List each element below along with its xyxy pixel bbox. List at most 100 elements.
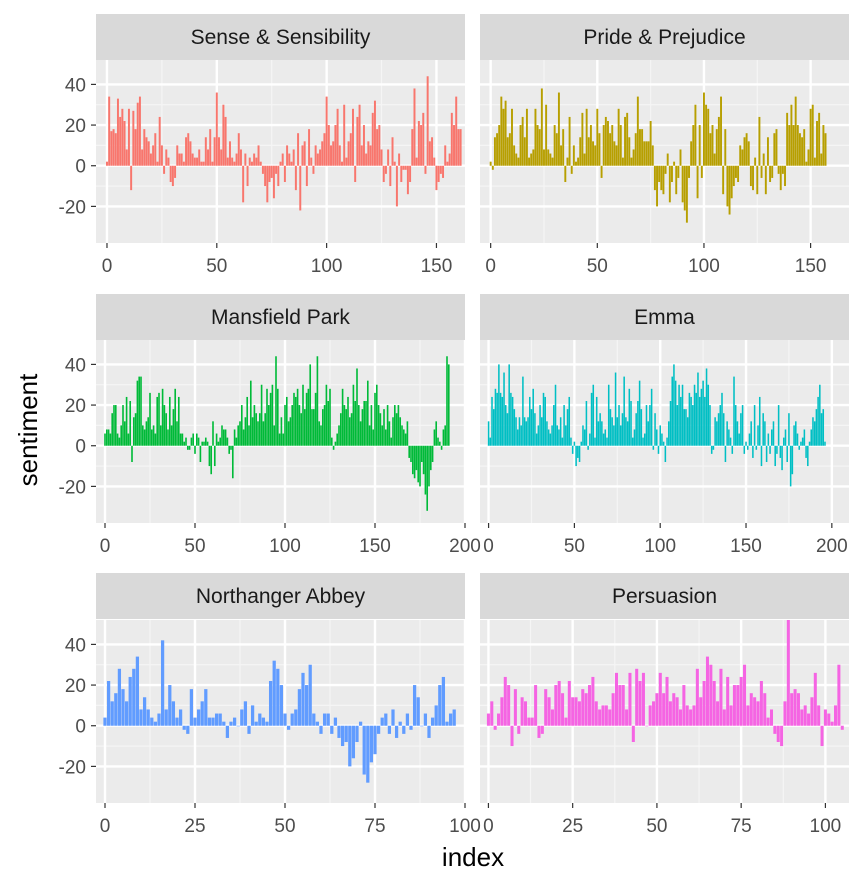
bar — [602, 125, 605, 166]
bar — [165, 413, 168, 446]
bar — [784, 165, 786, 187]
bar — [222, 429, 225, 446]
x-tick-label: 150 — [795, 256, 827, 277]
bar — [642, 437, 644, 446]
bar — [311, 409, 313, 446]
bar — [248, 157, 251, 166]
bar — [308, 129, 311, 166]
bar — [749, 693, 753, 726]
bar — [286, 725, 291, 730]
bar — [341, 161, 343, 166]
bar — [817, 396, 819, 446]
bar — [202, 161, 205, 166]
bar — [365, 401, 367, 446]
bar — [416, 697, 420, 726]
bar — [568, 116, 571, 166]
bar — [235, 437, 238, 446]
bar — [812, 417, 814, 446]
bar — [351, 108, 354, 166]
bar — [739, 145, 742, 166]
bar — [424, 165, 427, 174]
bar — [695, 392, 698, 446]
bar — [110, 131, 113, 166]
bar — [206, 441, 209, 446]
bar — [769, 709, 774, 726]
bar — [765, 445, 768, 462]
bar — [527, 417, 529, 446]
bar — [359, 421, 362, 446]
bar — [293, 392, 295, 446]
bar — [240, 405, 243, 446]
bar — [641, 129, 644, 166]
bar — [195, 433, 198, 446]
bar — [577, 157, 580, 166]
bar — [604, 116, 607, 166]
bar — [343, 405, 346, 446]
bar — [279, 161, 282, 166]
bar — [746, 705, 750, 726]
bar — [487, 421, 490, 446]
bar — [383, 409, 385, 446]
bar — [758, 396, 761, 446]
bar — [453, 125, 456, 166]
bar — [271, 384, 274, 446]
bar — [161, 388, 164, 446]
bar — [384, 165, 387, 174]
bar — [551, 157, 554, 166]
bar — [685, 165, 688, 223]
bar — [528, 157, 531, 166]
bar — [762, 413, 764, 446]
bar — [540, 725, 544, 734]
bar — [194, 445, 196, 454]
bar — [759, 681, 763, 726]
bar — [510, 392, 512, 446]
bar — [240, 709, 244, 726]
bar — [167, 429, 169, 446]
bar — [565, 425, 567, 446]
bar — [316, 356, 319, 446]
bar — [656, 165, 658, 207]
bar — [285, 396, 288, 446]
facet-panel: Northanger Abbey 0 25 50 75 100 -20 0 20 40 — [59, 573, 481, 837]
bar — [602, 433, 605, 446]
bar — [110, 701, 114, 726]
bar — [515, 153, 518, 166]
bar — [660, 165, 663, 191]
bar — [794, 96, 797, 166]
bar — [355, 725, 359, 742]
x-tick-label: 25 — [184, 816, 205, 837]
bar — [423, 713, 428, 726]
bar — [666, 153, 669, 166]
bar — [183, 441, 186, 446]
x-axis-title: index — [442, 842, 504, 872]
bar — [626, 421, 629, 446]
bar — [336, 433, 339, 446]
bar — [715, 129, 718, 166]
bar — [489, 437, 492, 446]
bar — [369, 145, 372, 166]
bar — [452, 709, 456, 726]
bar — [294, 709, 298, 726]
bar — [109, 433, 112, 446]
bar — [553, 125, 556, 166]
bar — [546, 421, 548, 446]
bar — [611, 693, 615, 726]
bar — [770, 429, 773, 446]
bar — [574, 697, 578, 726]
bar — [543, 149, 545, 166]
bar — [319, 725, 323, 734]
bar — [231, 157, 234, 166]
bar — [673, 161, 676, 166]
x-tick-label: 50 — [206, 256, 227, 277]
bar — [601, 705, 605, 726]
bar — [611, 417, 613, 446]
bar — [152, 425, 155, 446]
bar — [500, 697, 504, 726]
bar — [680, 396, 682, 446]
x-tick-label: 0 — [100, 816, 111, 837]
bar — [635, 413, 637, 446]
bar — [409, 725, 413, 730]
bar — [141, 149, 144, 166]
bar — [236, 725, 240, 727]
bar — [398, 721, 402, 726]
